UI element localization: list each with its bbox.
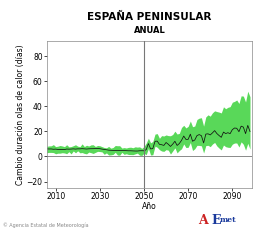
Text: met: met bbox=[220, 216, 236, 224]
Text: A: A bbox=[198, 214, 207, 227]
Text: ANUAL: ANUAL bbox=[134, 26, 165, 35]
Text: E: E bbox=[212, 214, 222, 227]
Y-axis label: Cambio duración olas de calor (días): Cambio duración olas de calor (días) bbox=[16, 44, 25, 185]
Text: © Agencia Estatal de Meteorología: © Agencia Estatal de Meteorología bbox=[3, 222, 88, 228]
X-axis label: Año: Año bbox=[142, 202, 157, 211]
Text: ESPAÑA PENINSULAR: ESPAÑA PENINSULAR bbox=[87, 12, 212, 22]
